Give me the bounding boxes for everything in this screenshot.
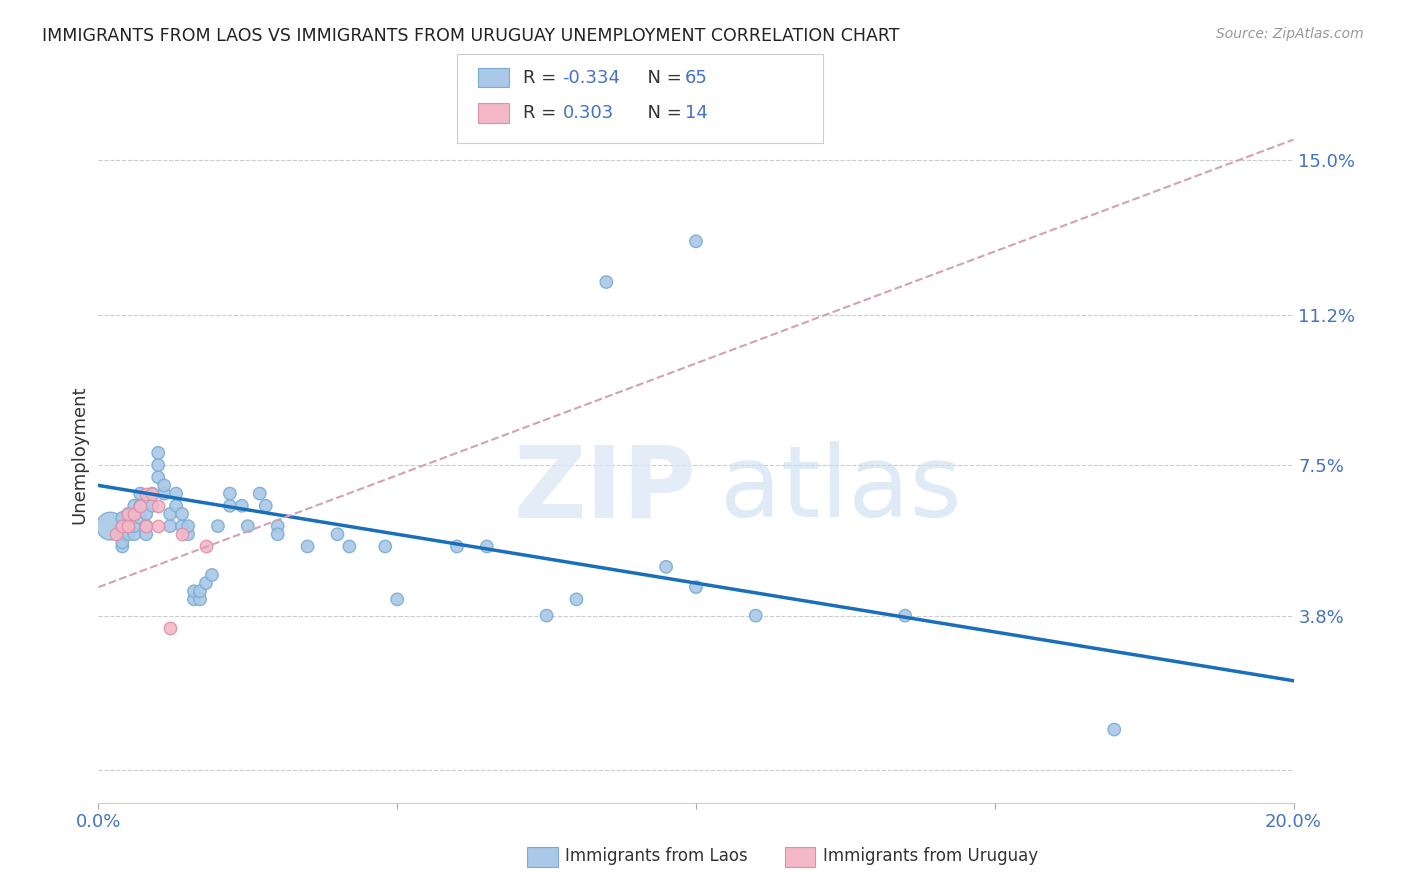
Point [536, 608, 558, 623]
Point [475, 540, 498, 554]
Point [207, 519, 229, 533]
Point [195, 540, 218, 554]
Point [141, 486, 163, 500]
Point [148, 519, 170, 533]
Point [124, 519, 146, 533]
Text: Immigrants from Uruguay: Immigrants from Uruguay [823, 847, 1038, 865]
Point [141, 486, 163, 500]
Point [111, 511, 134, 525]
Point [111, 540, 134, 554]
Point [165, 499, 187, 513]
Point [249, 486, 271, 500]
Text: 65: 65 [685, 69, 707, 87]
Point [117, 519, 139, 533]
Text: R =: R = [523, 104, 562, 122]
Point [129, 499, 152, 513]
Text: R =: R = [523, 69, 562, 87]
Point [148, 458, 170, 472]
Point [111, 519, 134, 533]
Point [129, 511, 152, 525]
Point [172, 527, 194, 541]
Point [267, 527, 290, 541]
Point [385, 592, 409, 607]
Point [254, 499, 277, 513]
Point [111, 535, 134, 549]
Point [685, 235, 707, 249]
Point [188, 592, 211, 607]
Point [153, 486, 176, 500]
Point [339, 540, 360, 554]
Text: -0.334: -0.334 [562, 69, 620, 87]
Point [195, 576, 218, 591]
Point [135, 507, 157, 521]
Point [159, 507, 181, 521]
Point [326, 527, 349, 541]
Point [111, 519, 134, 533]
Point [153, 478, 176, 492]
Point [183, 592, 205, 607]
Point [100, 519, 122, 533]
Point [111, 527, 134, 541]
Text: Source: ZipAtlas.com: Source: ZipAtlas.com [1216, 27, 1364, 41]
Point [745, 608, 768, 623]
Point [124, 499, 146, 513]
Text: N =: N = [636, 104, 688, 122]
Point [135, 519, 157, 533]
Point [219, 486, 242, 500]
Point [219, 499, 242, 513]
Point [267, 519, 290, 533]
Point [685, 580, 707, 594]
Point [894, 608, 917, 623]
Point [124, 507, 146, 521]
Point [172, 519, 194, 533]
Point [117, 519, 139, 533]
Point [595, 275, 617, 289]
Point [297, 540, 319, 554]
Point [105, 527, 128, 541]
Point [117, 507, 139, 521]
Point [1104, 723, 1126, 737]
Point [236, 519, 259, 533]
Point [201, 568, 224, 582]
Text: N =: N = [636, 69, 688, 87]
Point [188, 584, 211, 599]
Point [446, 540, 468, 554]
Point [129, 486, 152, 500]
Point [141, 499, 163, 513]
Point [124, 507, 146, 521]
Text: ZIP: ZIP [513, 442, 696, 538]
Text: atlas: atlas [720, 442, 962, 538]
Point [124, 527, 146, 541]
Text: 0.303: 0.303 [562, 104, 613, 122]
Point [148, 446, 170, 460]
Point [129, 499, 152, 513]
Text: IMMIGRANTS FROM LAOS VS IMMIGRANTS FROM URUGUAY UNEMPLOYMENT CORRELATION CHART: IMMIGRANTS FROM LAOS VS IMMIGRANTS FROM … [42, 27, 900, 45]
Point [159, 519, 181, 533]
Point [655, 559, 678, 574]
Point [183, 584, 205, 599]
Text: 14: 14 [685, 104, 707, 122]
Point [231, 499, 253, 513]
Point [177, 519, 200, 533]
Point [135, 519, 157, 533]
Point [148, 499, 170, 513]
Point [177, 527, 200, 541]
Point [148, 470, 170, 484]
Point [135, 527, 157, 541]
Y-axis label: Unemployment: Unemployment [70, 385, 89, 524]
Point [172, 507, 194, 521]
Point [117, 507, 139, 521]
Text: Immigrants from Laos: Immigrants from Laos [565, 847, 748, 865]
Point [159, 621, 181, 635]
Point [165, 486, 187, 500]
Point [135, 486, 157, 500]
Point [374, 540, 396, 554]
Point [117, 527, 139, 541]
Point [565, 592, 588, 607]
